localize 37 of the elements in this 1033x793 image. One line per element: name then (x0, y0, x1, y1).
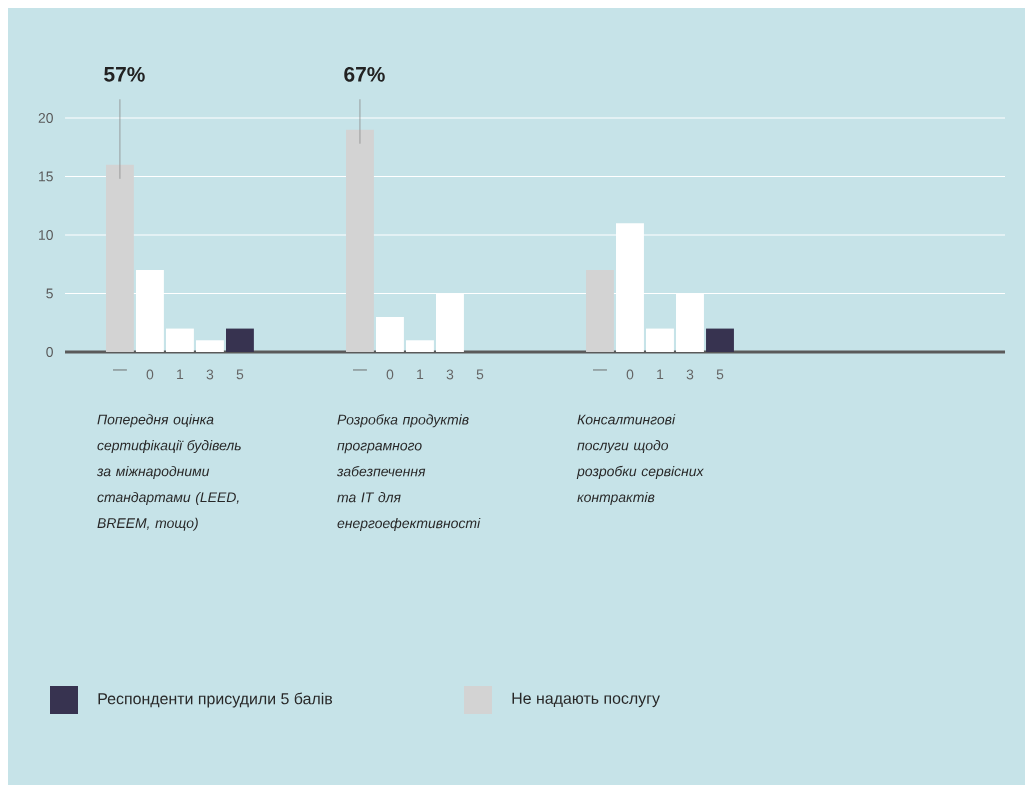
x-tick-label: 0 (386, 369, 394, 380)
x-tick-label: — (593, 369, 607, 371)
x-tick-label: 1 (417, 369, 424, 380)
bar (225, 328, 254, 352)
y-tick-label: 15 (39, 171, 53, 182)
x-tick-label: — (112, 369, 127, 371)
text: 57% (104, 66, 145, 82)
bar (345, 129, 374, 352)
x-tick-label: 0 (146, 369, 154, 380)
x-tick-label: 3 (446, 369, 454, 380)
x-tick-label: 1 (657, 369, 664, 380)
y-tick-label: 10 (39, 230, 53, 240)
y-tick-label: 5 (46, 288, 53, 299)
bar (105, 164, 134, 352)
bar (586, 270, 614, 352)
x-tick-label: — (352, 369, 367, 371)
text: Попередня оцінка сертифікації будівель за міжнародними стандартами (LEED, BREEM, тощо) (96, 414, 241, 531)
y-tick-label: 0 (46, 347, 53, 357)
y-tick-label: 20 (38, 113, 53, 123)
legend-label: Респонденти присудили 5 балів (98, 692, 333, 708)
bar (165, 328, 194, 352)
x-tick-label: 5 (716, 369, 724, 380)
bar (646, 328, 674, 352)
bar (706, 328, 734, 352)
x-tick-label: 3 (686, 369, 694, 380)
text: 67% (344, 66, 385, 82)
bar (195, 340, 224, 352)
x-tick-label: 5 (236, 369, 244, 380)
x-tick-label: 1 (177, 369, 184, 380)
bar (406, 340, 434, 352)
legend-label: Не надають послугу (512, 692, 660, 708)
x-tick-label: 3 (206, 369, 214, 380)
bar (375, 316, 404, 352)
text: Розробка продуктів програмного забезпечення та IT для енергоефективності (336, 414, 481, 531)
x-tick-label: 5 (476, 369, 484, 380)
text: Консалтингові послуги щодо розробки сервісних контрактів (576, 414, 704, 505)
x-tick-label: 0 (626, 369, 634, 380)
